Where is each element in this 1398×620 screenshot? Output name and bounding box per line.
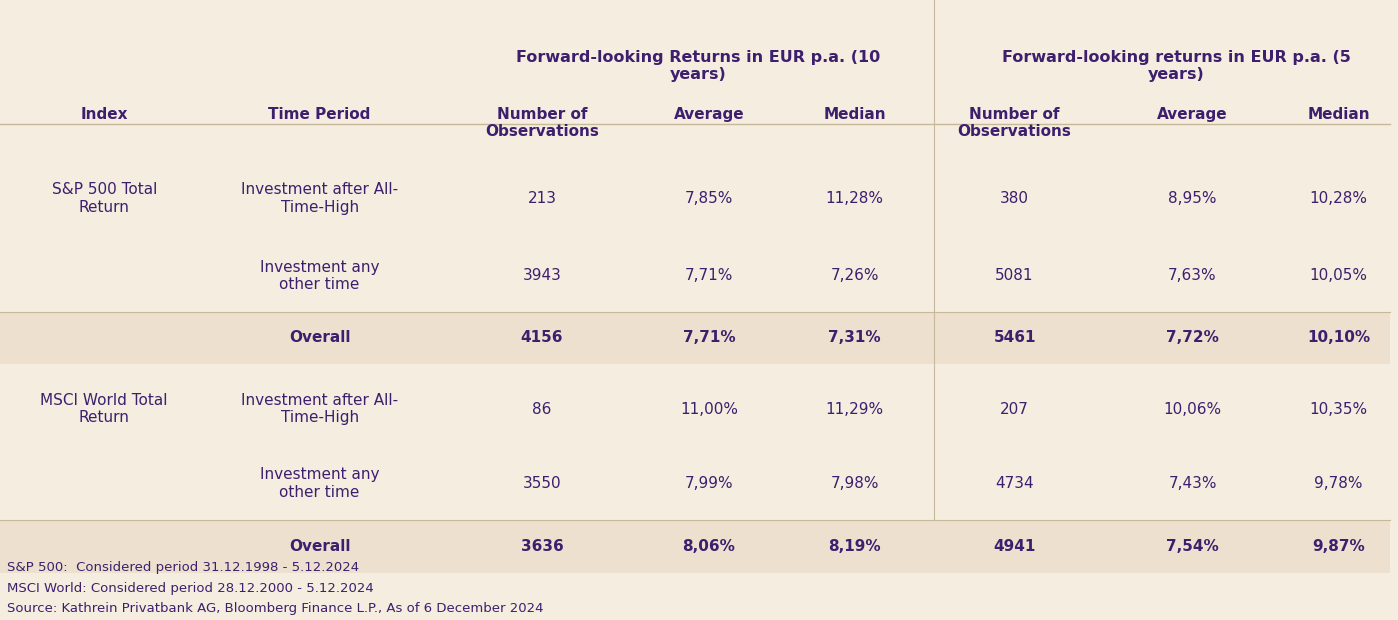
FancyBboxPatch shape xyxy=(0,521,1390,573)
Text: 11,28%: 11,28% xyxy=(826,191,884,206)
Text: 10,06%: 10,06% xyxy=(1163,402,1222,417)
Text: 7,85%: 7,85% xyxy=(685,191,733,206)
Text: Median: Median xyxy=(1307,107,1370,122)
Text: 7,99%: 7,99% xyxy=(685,476,733,491)
Text: 9,87%: 9,87% xyxy=(1313,539,1364,554)
Text: 10,05%: 10,05% xyxy=(1310,268,1367,283)
Text: Number of
Observations: Number of Observations xyxy=(485,107,598,139)
Text: Average: Average xyxy=(1158,107,1227,122)
Text: Overall: Overall xyxy=(289,539,351,554)
Text: Index: Index xyxy=(81,107,129,122)
Text: 3943: 3943 xyxy=(523,268,562,283)
Text: 8,19%: 8,19% xyxy=(829,539,881,554)
Text: 7,71%: 7,71% xyxy=(682,330,735,345)
Text: 3636: 3636 xyxy=(520,539,563,554)
Text: 8,95%: 8,95% xyxy=(1169,191,1216,206)
Text: 7,98%: 7,98% xyxy=(830,476,879,491)
Text: 7,54%: 7,54% xyxy=(1166,539,1219,554)
Text: Source: Kathrein Privatbank AG, Bloomberg Finance L.P., As of 6 December 2024: Source: Kathrein Privatbank AG, Bloomber… xyxy=(7,602,544,615)
Text: 3550: 3550 xyxy=(523,476,562,491)
Text: 4156: 4156 xyxy=(521,330,563,345)
Text: MSCI World Total
Return: MSCI World Total Return xyxy=(41,393,168,425)
Text: Investment any
other time: Investment any other time xyxy=(260,260,379,292)
Text: 7,31%: 7,31% xyxy=(829,330,881,345)
Text: 5081: 5081 xyxy=(995,268,1035,283)
Text: 10,10%: 10,10% xyxy=(1307,330,1370,345)
Text: 213: 213 xyxy=(527,191,556,206)
Text: 380: 380 xyxy=(1000,191,1029,206)
Text: Average: Average xyxy=(674,107,744,122)
Text: 9,78%: 9,78% xyxy=(1314,476,1363,491)
Text: Forward-looking returns in EUR p.a. (5
years): Forward-looking returns in EUR p.a. (5 y… xyxy=(1002,50,1350,82)
Text: S&P 500 Total
Return: S&P 500 Total Return xyxy=(52,182,157,215)
Text: Median: Median xyxy=(823,107,886,122)
Text: 11,29%: 11,29% xyxy=(826,402,884,417)
Text: Forward-looking Returns in EUR p.a. (10
years): Forward-looking Returns in EUR p.a. (10 … xyxy=(516,50,881,82)
Text: 7,26%: 7,26% xyxy=(830,268,879,283)
Text: 4941: 4941 xyxy=(994,539,1036,554)
Text: Number of
Observations: Number of Observations xyxy=(958,107,1071,139)
Text: 10,28%: 10,28% xyxy=(1310,191,1367,206)
Text: Investment after All-
Time-High: Investment after All- Time-High xyxy=(240,182,398,215)
Text: 4734: 4734 xyxy=(995,476,1035,491)
Text: 7,71%: 7,71% xyxy=(685,268,733,283)
Text: Investment any
other time: Investment any other time xyxy=(260,467,379,500)
Text: Investment after All-
Time-High: Investment after All- Time-High xyxy=(240,393,398,425)
Text: S&P 500:  Considered period 31.12.1998 - 5.12.2024: S&P 500: Considered period 31.12.1998 - … xyxy=(7,561,359,574)
Text: 8,06%: 8,06% xyxy=(682,539,735,554)
Text: 7,72%: 7,72% xyxy=(1166,330,1219,345)
Text: 11,00%: 11,00% xyxy=(679,402,738,417)
Text: Overall: Overall xyxy=(289,330,351,345)
Text: Time Period: Time Period xyxy=(268,107,370,122)
Text: MSCI World: Considered period 28.12.2000 - 5.12.2024: MSCI World: Considered period 28.12.2000… xyxy=(7,582,373,595)
Text: 207: 207 xyxy=(1000,402,1029,417)
Text: 7,63%: 7,63% xyxy=(1169,268,1216,283)
FancyBboxPatch shape xyxy=(0,311,1390,364)
Text: 7,43%: 7,43% xyxy=(1169,476,1216,491)
Text: 86: 86 xyxy=(533,402,552,417)
Text: 5461: 5461 xyxy=(994,330,1036,345)
Text: 10,35%: 10,35% xyxy=(1310,402,1367,417)
